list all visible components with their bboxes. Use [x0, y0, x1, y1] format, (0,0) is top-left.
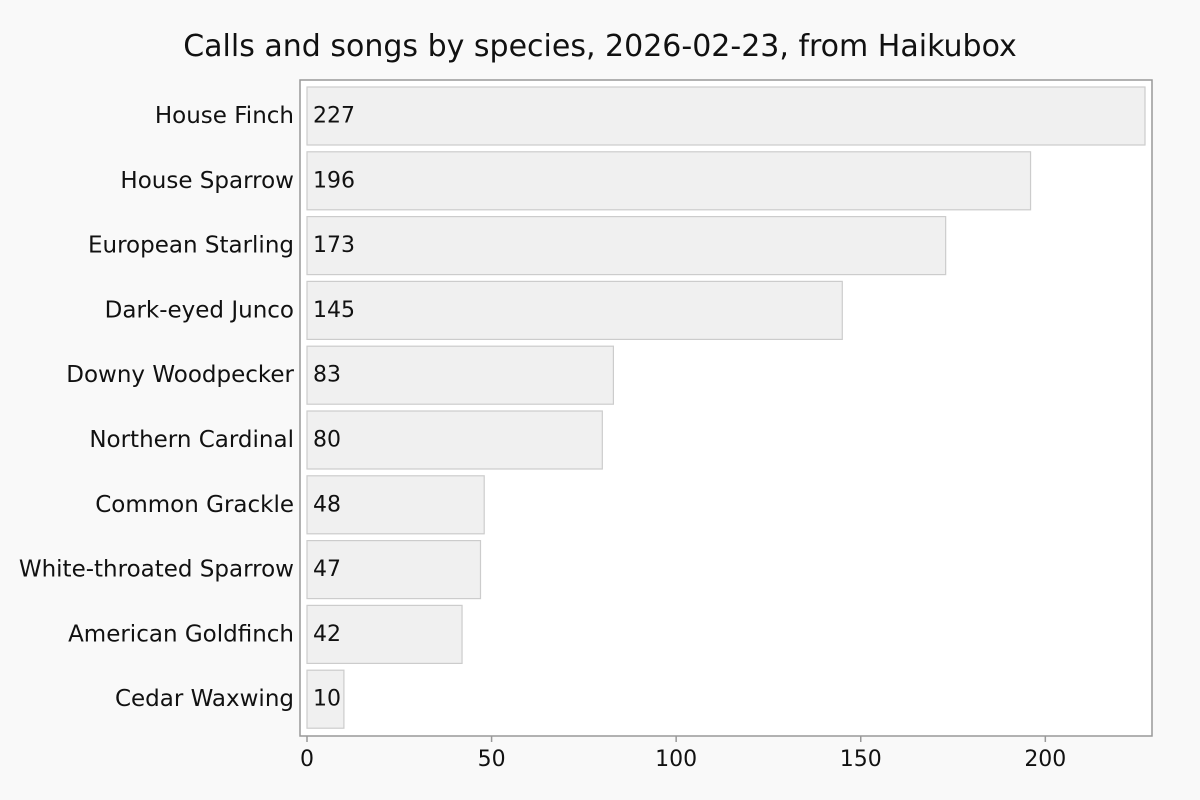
- value-label: 48: [313, 492, 341, 517]
- bar: [306, 410, 603, 470]
- bar: [306, 604, 463, 665]
- category-label: Cedar Waxwing: [115, 686, 294, 712]
- value-label: 42: [313, 622, 341, 647]
- bar: [306, 86, 1146, 146]
- category-label: American Goldfinch: [68, 621, 294, 647]
- value-label: 173: [313, 233, 355, 258]
- bar: [306, 280, 843, 340]
- x-tick-label: 0: [300, 747, 314, 772]
- bar: [306, 539, 482, 600]
- value-label: 196: [313, 168, 355, 193]
- bar: [306, 345, 615, 405]
- category-label: White-throated Sparrow: [19, 557, 294, 583]
- value-label: 80: [313, 428, 341, 453]
- category-label: House Sparrow: [120, 168, 294, 194]
- category-label: Dark-eyed Junco: [105, 297, 294, 323]
- value-label: 227: [313, 104, 355, 129]
- category-label: House Finch: [155, 103, 294, 129]
- value-label: 10: [313, 687, 341, 712]
- category-label: Northern Cardinal: [89, 427, 294, 453]
- value-label: 47: [313, 557, 341, 582]
- chart-title: Calls and songs by species, 2026-02-23, …: [183, 29, 1017, 64]
- category-label: Common Grackle: [95, 492, 294, 518]
- category-label: European Starling: [88, 233, 294, 259]
- x-tick-label: 50: [478, 747, 506, 772]
- value-label: 145: [313, 298, 355, 323]
- bar: [306, 669, 345, 729]
- x-tick-label: 150: [840, 747, 882, 772]
- x-tick-label: 100: [655, 747, 697, 772]
- bar: [306, 475, 485, 535]
- bar: [306, 151, 1032, 211]
- x-tick-label: 200: [1024, 747, 1066, 772]
- value-label: 83: [313, 363, 341, 388]
- category-label: Downy Woodpecker: [66, 362, 294, 388]
- bar: [306, 216, 947, 276]
